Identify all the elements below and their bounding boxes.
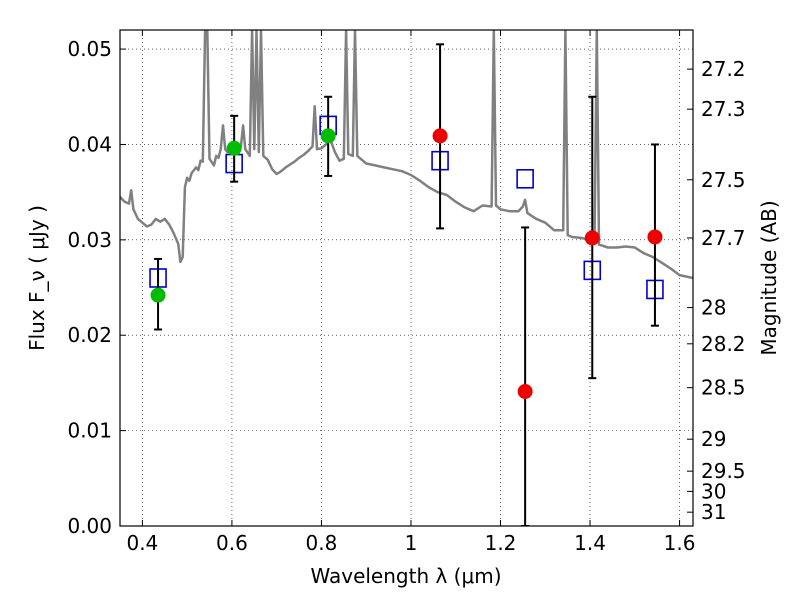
right-tick-label: 28.5 — [701, 376, 746, 400]
y-tick-label: 0.02 — [67, 323, 112, 347]
observed-flux-point — [517, 384, 533, 400]
plot-frame — [119, 29, 694, 527]
right-tick-label: 30 — [701, 479, 726, 503]
observed-flux-point — [320, 128, 336, 144]
x-tick-label: 1 — [405, 531, 418, 555]
observed-flux-point — [150, 287, 166, 303]
observed-flux-point — [432, 128, 448, 144]
right-axis-title: Magnitude (AB) — [757, 200, 781, 355]
right-tick-label: 28.2 — [701, 332, 746, 356]
right-tick-label: 28 — [701, 296, 726, 320]
grid-lines — [120, 30, 693, 527]
x-tick-label: 0.6 — [216, 531, 248, 555]
x-tick-label: 1.6 — [664, 531, 696, 555]
right-tick-label: 27.3 — [701, 97, 746, 121]
model-spectrum-line — [120, 30, 693, 280]
y-axis-title: Flux F_ν ( μJy ) — [25, 205, 49, 351]
ticks — [120, 30, 693, 527]
series-layer — [120, 30, 693, 526]
observed-flux-point — [226, 140, 242, 156]
x-tick-label: 0.4 — [126, 531, 158, 555]
y-tick-label: 0.01 — [67, 419, 112, 443]
observed-flux-point — [584, 230, 600, 246]
plot-area — [120, 30, 693, 526]
right-tick-label: 27.5 — [701, 168, 746, 192]
observed-flux-point — [647, 229, 663, 245]
right-tick-label: 27.2 — [701, 57, 746, 81]
y-tick-label: 0.00 — [67, 514, 112, 538]
right-tick-label: 29.5 — [701, 459, 746, 483]
y-tick-label: 0.05 — [67, 37, 112, 61]
right-tick-label: 29 — [701, 427, 726, 451]
x-tick-label: 1.4 — [574, 531, 606, 555]
y-tick-label: 0.03 — [67, 228, 112, 252]
x-tick-label: 1.2 — [485, 531, 517, 555]
right-tick-label: 27.7 — [701, 226, 746, 250]
right-tick-label: 31 — [701, 500, 726, 524]
x-axis-title: Wavelength λ (μm) — [310, 564, 501, 588]
y-tick-label: 0.04 — [67, 132, 112, 156]
model-photometry-square — [516, 169, 534, 189]
x-tick-label: 0.8 — [306, 531, 338, 555]
tick-labels: 0.4 0.6 0.8 1 1.2 1.4 1.6 0.00 0.01 0.02 0.03 0.04 0… — [67, 37, 745, 555]
